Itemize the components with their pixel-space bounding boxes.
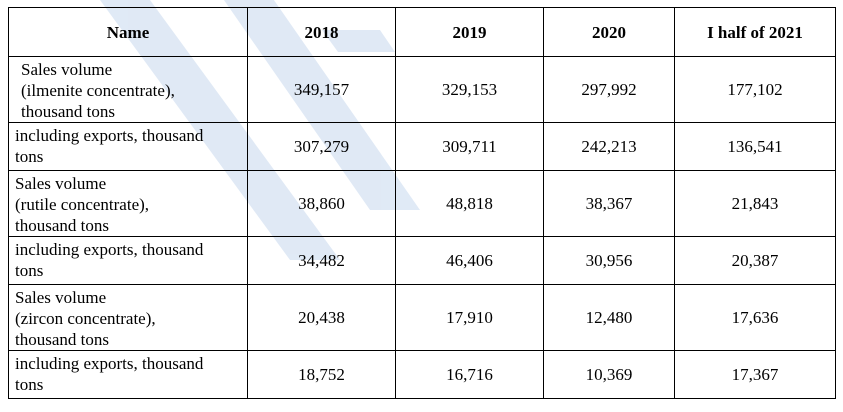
row-label: Sales volume (zircon concentrate), thous… (8, 284, 248, 351)
cell-value: 329,153 (395, 56, 544, 123)
header-2018: 2018 (247, 7, 396, 57)
cell-value: 30,956 (543, 236, 675, 285)
table-header-row: Name 2018 2019 2020 I half of 2021 (8, 7, 836, 57)
table-row: including exports, thousand tons 18,752 … (8, 350, 836, 399)
cell-value: 307,279 (247, 122, 396, 171)
header-2019: 2019 (395, 7, 544, 57)
table-row: Sales volume (ilmenite concentrate), tho… (8, 56, 836, 123)
table-row: including exports, thousand tons 34,482 … (8, 236, 836, 285)
cell-value: 46,406 (395, 236, 544, 285)
row-label: including exports, thousand tons (8, 122, 248, 171)
cell-value: 16,716 (395, 350, 544, 399)
cell-value: 18,752 (247, 350, 396, 399)
cell-value: 17,636 (674, 284, 836, 351)
cell-value: 21,843 (674, 170, 836, 237)
cell-value: 38,367 (543, 170, 675, 237)
table-row: including exports, thousand tons 307,279… (8, 122, 836, 171)
cell-value: 20,387 (674, 236, 836, 285)
sales-table: Name 2018 2019 2020 I half of 2021 Sales… (8, 7, 836, 399)
cell-value: 20,438 (247, 284, 396, 351)
header-half-2021: I half of 2021 (674, 7, 836, 57)
row-label: Sales volume (ilmenite concentrate), tho… (8, 56, 248, 123)
cell-value: 12,480 (543, 284, 675, 351)
header-2020: 2020 (543, 7, 675, 57)
cell-value: 309,711 (395, 122, 544, 171)
header-name: Name (8, 7, 248, 57)
table-row: Sales volume (rutile concentrate), thous… (8, 170, 836, 237)
row-label: including exports, thousand tons (8, 236, 248, 285)
cell-value: 10,369 (543, 350, 675, 399)
cell-value: 48,818 (395, 170, 544, 237)
cell-value: 17,367 (674, 350, 836, 399)
cell-value: 177,102 (674, 56, 836, 123)
table-row: Sales volume (zircon concentrate), thous… (8, 284, 836, 351)
cell-value: 349,157 (247, 56, 396, 123)
cell-value: 136,541 (674, 122, 836, 171)
cell-value: 38,860 (247, 170, 396, 237)
cell-value: 242,213 (543, 122, 675, 171)
row-label: Sales volume (rutile concentrate), thous… (8, 170, 248, 237)
row-label: including exports, thousand tons (8, 350, 248, 399)
cell-value: 17,910 (395, 284, 544, 351)
cell-value: 297,992 (543, 56, 675, 123)
cell-value: 34,482 (247, 236, 396, 285)
